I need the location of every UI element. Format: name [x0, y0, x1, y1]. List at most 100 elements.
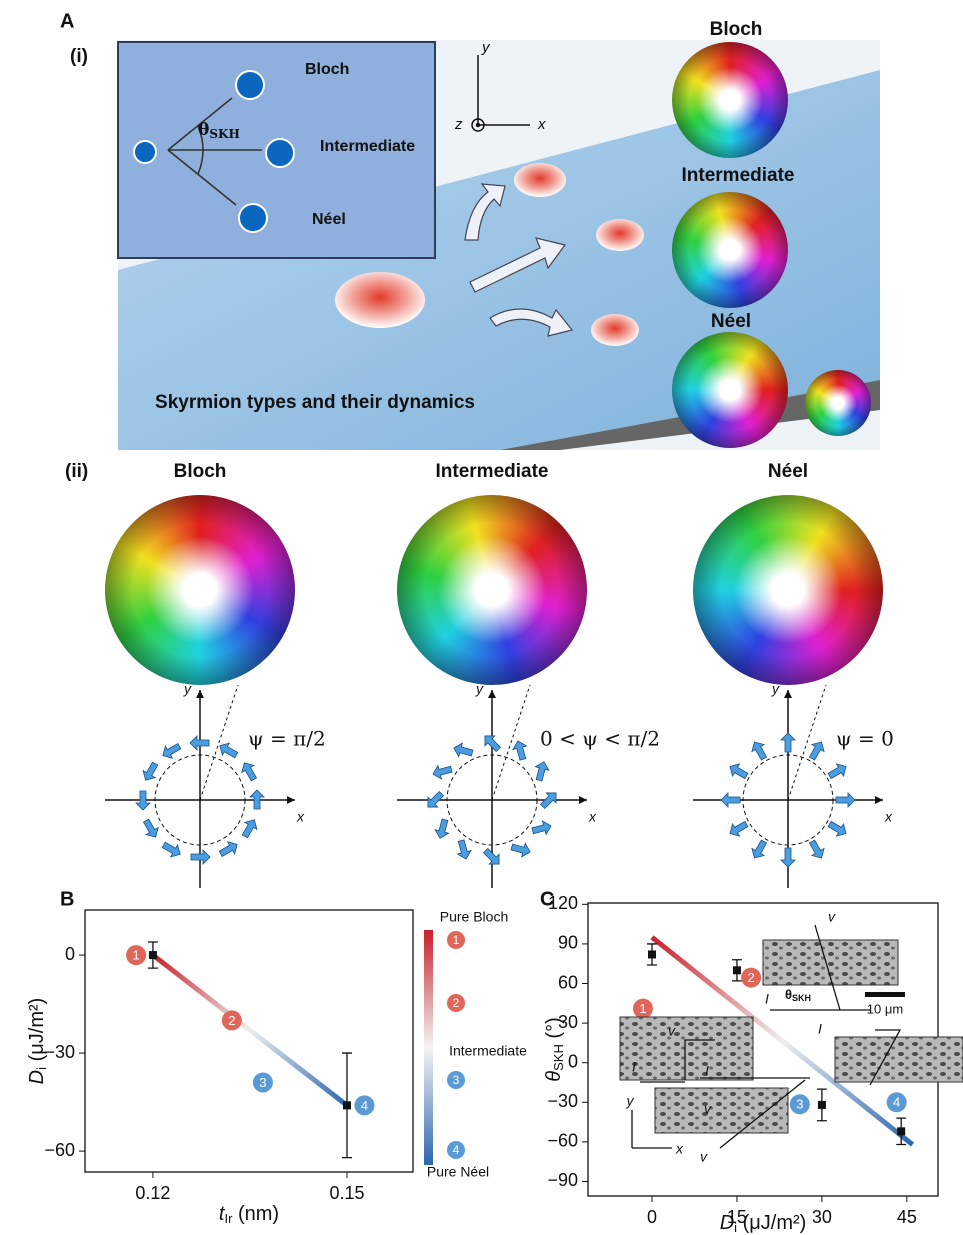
- axis-title: tIr (nm): [219, 1203, 279, 1226]
- x-tick-label: 30: [812, 1207, 832, 1227]
- panel-label: A: [60, 10, 74, 32]
- marker-number: 2: [747, 970, 754, 985]
- axis-title-rest: (μJ/m²): [26, 998, 48, 1067]
- spin-arrow: [808, 839, 825, 859]
- axis-title-sub: Ir: [224, 1211, 233, 1226]
- axis-title-rest: (°): [543, 1017, 565, 1044]
- caption: Skyrmion types and their dynamics: [155, 392, 475, 413]
- current-label: I: [705, 1063, 709, 1079]
- spin-arrow: [720, 792, 741, 808]
- spin-texture: [672, 192, 788, 308]
- spin-arrow: [162, 742, 182, 759]
- axis-title-rest: (nm): [232, 1203, 279, 1225]
- x-tick-label: 0.15: [329, 1183, 364, 1203]
- colorbar: [424, 930, 433, 1165]
- axis-y: y: [183, 681, 192, 697]
- spin-arrow: [729, 820, 749, 837]
- axis-title-main: t: [219, 1203, 226, 1225]
- marker-number: 3: [796, 1097, 803, 1112]
- spin-arrow: [453, 742, 474, 758]
- micrograph: [619, 1016, 754, 1081]
- inset-dots: [133, 70, 295, 233]
- colorbar-number: 1: [453, 933, 460, 947]
- fit-line: [151, 953, 349, 1108]
- y-tick-label: −30: [44, 1042, 75, 1062]
- x-tick-label: 45: [897, 1207, 917, 1227]
- spin-texture: [397, 495, 587, 685]
- colorbar-badge: [447, 1071, 465, 1089]
- spin-arrow: [512, 740, 528, 761]
- psi-label: ψ = 0: [836, 727, 894, 751]
- spin-arrow: [729, 763, 749, 780]
- panel-label: B: [60, 888, 74, 910]
- sub-label: (i): [70, 46, 88, 67]
- axis-title-sub: SKH: [551, 1044, 566, 1071]
- spin-arrow: [249, 789, 265, 810]
- colorbar-label: Intermediate: [449, 1043, 527, 1059]
- axis-x: x: [675, 1141, 684, 1157]
- y-tick-label: −60: [44, 1140, 75, 1160]
- velocity-label: v: [700, 1149, 708, 1165]
- spin-texture: [672, 332, 788, 448]
- spin-arrow: [189, 735, 210, 751]
- data-point: [732, 966, 741, 975]
- axis-title: Di (μJ/m²): [720, 1212, 807, 1235]
- spin-arrow: [531, 820, 552, 836]
- marker-badge: [741, 967, 762, 988]
- spin-arrow: [534, 761, 550, 782]
- axis-y: y: [771, 681, 780, 697]
- sphere-label: Intermediate: [682, 165, 795, 186]
- inset-arrows: [167, 97, 262, 206]
- spin-texture: [805, 370, 871, 436]
- sphere-label: Bloch: [710, 19, 763, 40]
- marker-badge: [252, 1072, 273, 1093]
- spin-diagrams: Bloch x y ψ = π/2 Intermediate x y 0 < ψ < π/2 N…: [105, 461, 894, 888]
- axis-title-main: θ: [543, 1071, 565, 1082]
- micrograph: [654, 1087, 789, 1134]
- spin-arrow: [827, 820, 847, 837]
- colorbar-label: Pure Néel: [427, 1164, 489, 1180]
- scale-bar: [865, 992, 905, 997]
- spin-arrow: [427, 790, 445, 808]
- psi-line: [787, 684, 827, 801]
- colorbar-badge: [447, 994, 465, 1012]
- axes-triad: [471, 55, 530, 132]
- y-tick-label: 90: [558, 933, 578, 953]
- data-point: [148, 951, 157, 960]
- x-tick-label: 0: [647, 1207, 657, 1227]
- marker-number: 3: [259, 1075, 266, 1090]
- y-tick-label: −30: [547, 1091, 578, 1111]
- y-tick-label: 0: [568, 1051, 578, 1071]
- psi-line: [491, 684, 531, 801]
- axis-title-sub: i: [734, 1220, 737, 1235]
- marker-badge: [789, 1094, 810, 1115]
- theta-sub: SKH: [792, 993, 811, 1003]
- velocity-label: v: [704, 1101, 712, 1117]
- colorbar-number: 3: [453, 1073, 460, 1087]
- theta: θ: [198, 120, 209, 140]
- current-label: I: [765, 991, 769, 1007]
- sub-label: (ii): [65, 461, 88, 482]
- colorbar-badge: [447, 1141, 465, 1159]
- axis-title-main: D: [720, 1212, 734, 1234]
- type-label: Intermediate: [436, 461, 549, 482]
- psi-line: [199, 684, 239, 801]
- x-tick-label: 0.12: [135, 1183, 170, 1203]
- marker-number: 2: [228, 1013, 235, 1028]
- chart: B 0 −30 −60 0.12 0.15 tIr (nm) Di (μJ/m²) 1 2 3 4 Pu…: [26, 888, 527, 1226]
- motion-arrows: [464, 183, 574, 337]
- axis-title-rest: (μJ/m²): [737, 1212, 806, 1234]
- velocity-label: v: [828, 909, 836, 925]
- spin-texture: [105, 495, 295, 685]
- marker-number: 1: [132, 948, 139, 963]
- skyrmions: [335, 163, 644, 346]
- spin-arrow: [780, 847, 796, 868]
- marker-badge: [221, 1010, 242, 1031]
- reference-circle: [446, 754, 538, 846]
- reference-circle: [154, 754, 246, 846]
- axis-title-main: D: [26, 1070, 48, 1084]
- psi-label: 0 < ψ < π/2: [540, 727, 660, 751]
- colorbar-badge: [447, 931, 465, 949]
- spin-arrow: [780, 732, 796, 753]
